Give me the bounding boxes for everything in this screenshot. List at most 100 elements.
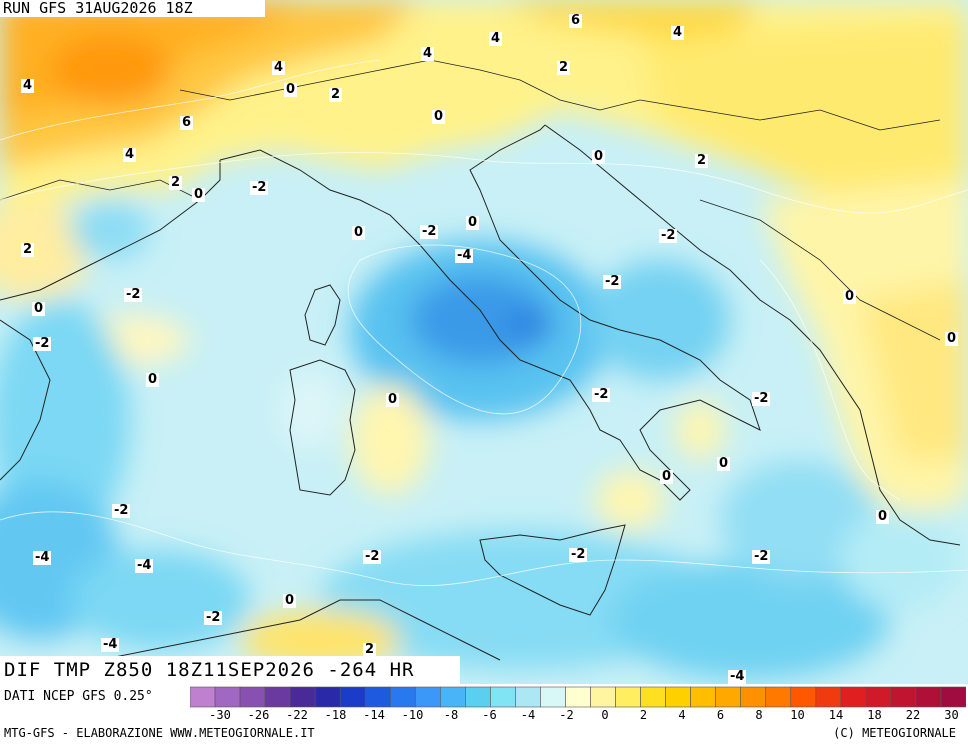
contour-label: -2 xyxy=(363,549,382,564)
footer-copyright: (C) METEOGIORNALE xyxy=(833,726,956,740)
map-title: DIF TMP Z850 18Z11SEP2026 -264 HR xyxy=(0,656,460,684)
contour-label: 0 xyxy=(876,509,890,524)
contour-label: -2 xyxy=(592,387,611,402)
run-title: RUN GFS 31AUG2026 18Z xyxy=(0,0,265,17)
color-swatch xyxy=(590,686,616,708)
color-scale-tick: 2 xyxy=(639,708,648,722)
color-swatch xyxy=(465,686,491,708)
color-swatch xyxy=(940,686,966,708)
color-swatch xyxy=(615,686,641,708)
color-swatch xyxy=(289,686,316,708)
color-scale-labels: -30 -26 -22 -18 -14 -10 -8 -6 -4 -2 0 2 4 6 8 10 14 18 22 3… xyxy=(190,708,966,724)
contour-label: 2 xyxy=(363,642,377,657)
contour-label: 6 xyxy=(180,115,194,130)
color-swatch xyxy=(314,686,341,708)
contour-label: 4 xyxy=(489,31,503,46)
source-label: DATI NCEP GFS 0.25° xyxy=(0,686,192,708)
color-scale-tick: -22 xyxy=(286,708,308,722)
color-scale-tick: -2 xyxy=(559,708,574,722)
temperature-anomaly-map xyxy=(0,0,968,684)
contour-label: -4 xyxy=(101,637,120,652)
contour-label: 4 xyxy=(421,46,435,61)
footer-credit: MTG-GFS - ELABORAZIONE WWW.METEOGIORNALE… xyxy=(4,726,315,740)
color-scale-tick: 22 xyxy=(905,708,921,722)
contour-label: 2 xyxy=(329,87,343,102)
color-swatch xyxy=(790,686,817,708)
contour-label: 4 xyxy=(272,60,286,75)
color-swatch xyxy=(840,686,867,708)
contour-label: 4 xyxy=(671,25,685,40)
color-scale-tick: 0 xyxy=(601,708,609,722)
contour-label: -2 xyxy=(33,336,52,351)
color-scale-tick: 8 xyxy=(755,708,763,722)
contour-label: 2 xyxy=(21,242,35,257)
color-swatch xyxy=(339,686,366,708)
color-scale-tick: 30 xyxy=(944,708,959,722)
color-swatch xyxy=(440,686,466,708)
color-scale-tick: 10 xyxy=(790,708,805,722)
contour-label: -2 xyxy=(420,224,439,239)
color-scale-tick: -4 xyxy=(520,708,536,722)
contour-label: 0 xyxy=(843,289,857,304)
contour-label: -2 xyxy=(659,228,678,243)
contour-label: 6 xyxy=(569,13,583,28)
contour-label: -2 xyxy=(603,274,622,289)
color-scale-tick: 6 xyxy=(716,708,725,722)
contour-label: 4 xyxy=(21,78,35,93)
color-swatch xyxy=(640,686,666,708)
contour-label: 0 xyxy=(717,456,731,471)
color-scale-tick: -26 xyxy=(247,708,270,722)
contour-label: 0 xyxy=(945,331,959,346)
contour-label: 2 xyxy=(557,60,571,75)
contour-label: 0 xyxy=(284,82,298,97)
color-scale-tick: -18 xyxy=(324,708,347,722)
contour-label: 0 xyxy=(592,149,606,164)
contour-label: 0 xyxy=(352,225,366,240)
contour-label: 0 xyxy=(32,301,46,316)
contour-label: -2 xyxy=(124,287,143,302)
color-swatch xyxy=(765,686,792,708)
color-scale-tick: -8 xyxy=(443,708,459,722)
contour-label: 4 xyxy=(123,147,137,162)
contour-label: 0 xyxy=(146,372,160,387)
color-swatch xyxy=(690,686,716,708)
color-scale-tick: -10 xyxy=(401,708,424,722)
color-swatch xyxy=(364,686,391,708)
map-canvas xyxy=(0,0,968,684)
contour-label: -4 xyxy=(455,248,474,263)
contour-label: 0 xyxy=(192,187,206,202)
color-scale-tick: 18 xyxy=(867,708,882,722)
isolines xyxy=(0,59,968,586)
color-swatch xyxy=(389,686,416,708)
contour-label: -2 xyxy=(752,549,771,564)
contour-label: 0 xyxy=(386,392,400,407)
color-scale xyxy=(190,686,966,708)
contour-label: -2 xyxy=(569,547,588,562)
color-swatch xyxy=(665,686,691,708)
contour-label: -2 xyxy=(204,610,223,625)
color-scale-tick: -14 xyxy=(363,708,385,722)
color-swatch xyxy=(540,686,566,708)
color-swatch xyxy=(490,686,516,708)
color-swatch xyxy=(414,686,441,708)
contour-label: 0 xyxy=(466,215,480,230)
color-swatch xyxy=(239,686,266,708)
color-swatch xyxy=(740,686,767,708)
contour-label: 0 xyxy=(283,593,297,608)
anomaly-field xyxy=(0,0,968,680)
color-swatch xyxy=(515,686,541,708)
contour-label: -2 xyxy=(112,503,131,518)
color-swatch xyxy=(565,686,591,708)
contour-label: -4 xyxy=(728,669,747,684)
color-scale-tick: 4 xyxy=(678,708,686,722)
contour-label: -2 xyxy=(250,180,269,195)
contour-label: 0 xyxy=(660,469,674,484)
contour-label: -4 xyxy=(33,550,52,565)
contour-label: -4 xyxy=(135,558,154,573)
color-swatch xyxy=(214,686,241,708)
contour-label: 0 xyxy=(432,109,446,124)
color-swatch xyxy=(890,686,917,708)
color-swatch xyxy=(865,686,892,708)
color-scale-tick: -6 xyxy=(482,708,497,722)
color-scale-tick: -30 xyxy=(209,708,231,722)
